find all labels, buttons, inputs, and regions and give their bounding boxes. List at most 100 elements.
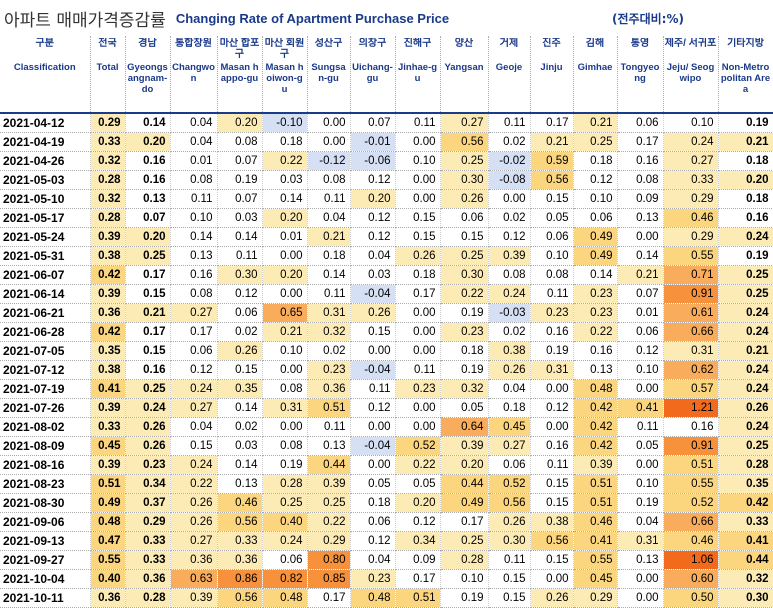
value-cell: 0.15 — [488, 569, 531, 589]
value-cell: 0.00 — [617, 227, 664, 247]
value-cell: 0.46 — [573, 512, 618, 532]
value-cell: 0.09 — [395, 550, 441, 570]
value-cell: 0.25 — [573, 132, 618, 152]
data-row: 2021-10-11 0.36 0.28 0.39 0.56 0.48 0.17 0.48 0.… — [0, 588, 773, 608]
value-cell: 0.26 — [350, 303, 396, 323]
value-cell: 0.18 — [307, 246, 351, 266]
value-cell: 0.18 — [718, 189, 773, 209]
value-cell: 0.37 — [125, 493, 171, 513]
value-cell: 0.55 — [663, 246, 719, 266]
value-cell: 0.27 — [440, 113, 489, 133]
header-en: Jinju — [540, 62, 563, 73]
header-ko: 진해구 — [403, 38, 432, 49]
value-cell: 0.08 — [170, 284, 218, 304]
value-cell: 0.21 — [125, 303, 171, 323]
value-cell: 0.14 — [217, 398, 263, 418]
value-cell: 0.00 — [307, 113, 351, 133]
value-cell: 0.10 — [663, 113, 719, 133]
value-cell: 0.28 — [90, 208, 126, 228]
header-row: 구분 Classification 전국 Total 경남 Gyeongsangnam-d… — [0, 36, 773, 114]
value-cell: 0.86 — [217, 569, 263, 589]
value-cell: 0.19 — [718, 246, 773, 266]
value-cell: 0.30 — [718, 588, 773, 608]
value-cell: 0.20 — [718, 170, 773, 190]
value-cell: -0.01 — [350, 132, 396, 152]
header-ko: 거제 — [499, 38, 519, 49]
value-cell: 0.39 — [573, 455, 618, 475]
value-cell: 0.16 — [170, 265, 218, 285]
value-cell: 0.46 — [663, 208, 719, 228]
value-cell: 0.39 — [90, 455, 126, 475]
value-cell: 0.45 — [488, 417, 531, 437]
value-cell: 0.32 — [307, 322, 351, 342]
value-cell: 0.15 — [395, 227, 441, 247]
date-cell: 2021-06-14 — [0, 284, 91, 304]
value-cell: 0.00 — [617, 588, 664, 608]
value-cell: 1.21 — [663, 398, 719, 418]
value-cell: 0.48 — [90, 512, 126, 532]
value-cell: 0.24 — [125, 398, 171, 418]
value-cell: 0.15 — [530, 550, 574, 570]
value-cell: 0.06 — [488, 455, 531, 475]
value-cell: 0.26 — [718, 398, 773, 418]
value-cell: 0.15 — [125, 284, 171, 304]
value-cell: 0.07 — [125, 208, 171, 228]
value-cell: 0.49 — [573, 246, 618, 266]
value-cell: -0.03 — [488, 303, 531, 323]
header-en: Gimhae — [577, 62, 613, 73]
value-cell: 0.00 — [350, 417, 396, 437]
value-cell: 0.06 — [573, 208, 618, 228]
value-cell: 0.34 — [125, 474, 171, 494]
value-cell: 0.11 — [170, 189, 218, 209]
value-cell: 0.17 — [125, 322, 171, 342]
value-cell: 0.00 — [350, 455, 396, 475]
data-row: 2021-04-26 0.32 0.16 0.01 0.07 0.22 -0.12 -0.06… — [0, 151, 773, 171]
value-cell: 0.23 — [125, 455, 171, 475]
value-cell: 0.22 — [170, 474, 218, 494]
value-cell: 0.02 — [488, 208, 531, 228]
value-cell: 0.33 — [125, 531, 171, 551]
data-row: 2021-06-07 0.42 0.17 0.16 0.30 0.20 0.14 0.03 0.… — [0, 265, 773, 285]
value-cell: 0.56 — [530, 170, 574, 190]
value-cell: 0.18 — [718, 151, 773, 171]
value-cell: 0.66 — [663, 322, 719, 342]
value-cell: 0.27 — [488, 436, 531, 456]
value-cell: 0.51 — [573, 493, 618, 513]
value-cell: 0.91 — [663, 284, 719, 304]
column-header: 제주/ 서귀포 Jeju/ Seogwipo — [663, 36, 719, 114]
value-cell: 0.02 — [488, 132, 531, 152]
value-cell: 0.06 — [440, 208, 489, 228]
value-cell: 0.36 — [125, 569, 171, 589]
value-cell: 0.14 — [217, 455, 263, 475]
value-cell: 0.18 — [573, 151, 618, 171]
column-header: 전국 Total — [90, 36, 126, 114]
value-cell: 0.40 — [262, 512, 308, 532]
data-row: 2021-05-03 0.28 0.16 0.08 0.19 0.03 0.08 0.12 0.… — [0, 170, 773, 190]
date-cell: 2021-10-11 — [0, 588, 91, 608]
value-cell: 0.07 — [617, 284, 664, 304]
value-cell: 0.24 — [488, 284, 531, 304]
value-cell: 0.45 — [573, 569, 618, 589]
value-cell: 0.51 — [90, 474, 126, 494]
value-cell: 0.08 — [307, 170, 351, 190]
date-cell: 2021-06-07 — [0, 265, 91, 285]
value-cell: 0.12 — [170, 360, 218, 380]
value-cell: 0.15 — [350, 322, 396, 342]
value-cell: 0.12 — [350, 208, 396, 228]
value-cell: 0.29 — [125, 512, 171, 532]
value-cell: 0.13 — [217, 474, 263, 494]
value-cell: 0.16 — [530, 322, 574, 342]
value-cell: 0.65 — [262, 303, 308, 323]
column-header: 통합창원 Changwon — [170, 36, 218, 114]
value-cell: 0.11 — [395, 360, 441, 380]
data-row: 2021-07-26 0.39 0.24 0.27 0.14 0.31 0.51 0.12 0.… — [0, 398, 773, 418]
value-cell: 0.03 — [217, 436, 263, 456]
value-cell: 0.24 — [718, 417, 773, 437]
value-cell: 0.47 — [90, 531, 126, 551]
value-cell: 0.11 — [530, 284, 574, 304]
value-cell: 0.11 — [217, 246, 263, 266]
value-cell: 0.33 — [90, 417, 126, 437]
value-cell: 0.46 — [663, 531, 719, 551]
value-cell: 0.24 — [170, 379, 218, 399]
header-en: Jeju/ Seogwipo — [666, 62, 715, 84]
